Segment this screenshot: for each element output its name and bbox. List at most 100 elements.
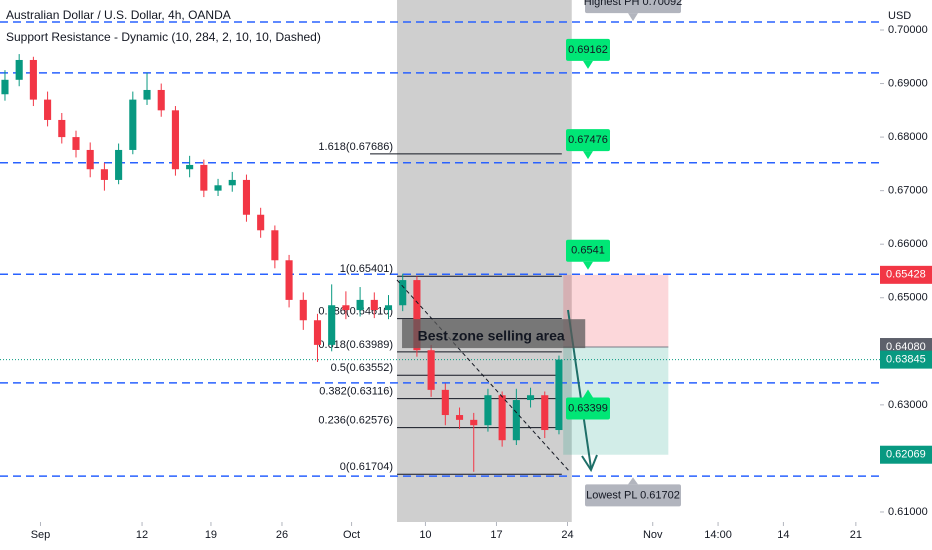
candle-body <box>413 280 421 351</box>
x-tick-label: 14 <box>777 529 789 541</box>
x-tick-label: 21 <box>850 529 862 541</box>
candle-body <box>356 299 364 311</box>
indicator-label: Support Resistance - Dynamic (10, 284, 2… <box>6 30 321 44</box>
candle-body <box>186 164 194 170</box>
candle-body <box>299 299 307 321</box>
pivot-label: Highest PH 0.70092 <box>584 0 682 8</box>
candle-body <box>285 260 293 300</box>
callout-pointer <box>583 389 593 398</box>
candle-body <box>441 389 449 416</box>
x-tick-label: 17 <box>490 529 502 541</box>
overlay: Best zone selling area 0.69162 0.67476 0.65… <box>402 0 682 507</box>
candle-body <box>58 119 66 138</box>
level-callout <box>566 239 610 262</box>
candle-body <box>541 395 549 431</box>
fib-label: 0(0.61704) <box>340 461 393 473</box>
level-callout-label: 0.69162 <box>568 44 608 56</box>
price-badge-label: 0.63845 <box>886 354 926 366</box>
price-badge-label: 0.65428 <box>886 269 926 281</box>
y-tick-label: 0.65000 <box>888 292 928 304</box>
fib-label: 0.618(0.63989) <box>318 339 393 351</box>
axes: 0.70000 0.69000 0.68000 0.67000 0.66000 0.650… <box>31 24 932 541</box>
candle-body <box>470 419 478 426</box>
level-callout <box>566 129 610 152</box>
callout-pointer <box>583 60 593 69</box>
trend-line <box>396 279 571 473</box>
price-badge-label: 0.62069 <box>886 449 926 461</box>
candle-body <box>512 400 520 441</box>
selling-zone <box>402 319 586 349</box>
level-callout-label: 0.67476 <box>568 134 608 146</box>
candle-body <box>44 99 52 120</box>
candle-body <box>171 110 179 170</box>
fib-label: 0.5(0.63552) <box>331 362 393 374</box>
y-tick-label: 0.61000 <box>888 506 928 518</box>
y-tick-label: 0.67000 <box>888 185 928 197</box>
candle-body <box>86 149 94 170</box>
x-tick-label: Nov <box>643 529 663 541</box>
pivot-label: Lowest PL 0.61702 <box>586 489 680 501</box>
x-tick-label: 12 <box>136 529 148 541</box>
fib-label: 0.236(0.62576) <box>318 414 393 426</box>
x-tick-label: Oct <box>343 529 360 541</box>
candle-body <box>271 230 279 261</box>
level-callout <box>566 397 610 420</box>
candle-body <box>72 137 80 150</box>
candle-body <box>15 59 23 80</box>
fib-label: 1(0.65401) <box>340 263 393 275</box>
candle-body <box>313 320 322 345</box>
candle-body <box>257 214 265 231</box>
y-tick-label: 0.63000 <box>888 399 928 411</box>
level-callout-label: 0.6541 <box>571 245 605 257</box>
candle-body <box>29 59 37 100</box>
x-tick-label: 26 <box>276 529 288 541</box>
pivot-pointer <box>628 477 638 485</box>
price-badge <box>880 445 932 464</box>
pivot-box <box>585 0 681 14</box>
candle-body <box>328 305 336 345</box>
candle-body <box>399 280 407 306</box>
x-tick-label: 24 <box>561 529 573 541</box>
pivot-box <box>585 484 681 507</box>
candle-body <box>484 395 492 426</box>
candle-body <box>100 169 108 180</box>
pivot-pointer <box>628 13 638 22</box>
x-tick-label: 10 <box>419 529 431 541</box>
price-badge-label: 0.64080 <box>886 341 926 353</box>
candle-body <box>384 305 393 311</box>
chart-title: Australian Dollar / U.S. Dollar, 4h, OAN… <box>6 8 231 22</box>
candle-body <box>129 99 137 150</box>
x-tick-label: 14:00 <box>704 529 732 541</box>
fib-label: 1.618(0.67686) <box>318 141 393 153</box>
candle-body <box>455 415 464 420</box>
price-badge <box>880 350 932 369</box>
y-tick-label: 0.70000 <box>888 24 928 36</box>
arrow-head <box>581 454 598 473</box>
callout-pointer <box>583 151 593 160</box>
session-box <box>397 0 572 522</box>
candle-body <box>342 305 350 311</box>
y-tick-label: 0.69000 <box>888 77 928 89</box>
candle-body <box>527 395 535 401</box>
currency-label: USD <box>888 10 911 22</box>
y-tick-label: 0.66000 <box>888 238 928 250</box>
level-callout-label: 0.63399 <box>568 402 608 414</box>
candle-body <box>214 185 222 191</box>
x-tick-label: Sep <box>31 529 51 541</box>
callout-pointer <box>583 261 593 270</box>
candle-body <box>115 149 123 180</box>
candle-body <box>427 350 435 390</box>
candle-body <box>555 359 563 431</box>
candle-body <box>242 179 251 215</box>
plot: 1.618(0.67686)1(0.65401)0.786(0.64610)0.… <box>1 54 563 475</box>
candle-body <box>143 89 151 100</box>
price-badge <box>880 265 932 284</box>
candle-body <box>498 395 506 441</box>
selling-zone-label: Best zone selling area <box>418 327 565 343</box>
fib-label: 0.382(0.63116) <box>319 386 393 398</box>
candle-body <box>370 299 378 311</box>
background <box>0 0 880 522</box>
level-callout <box>566 38 610 61</box>
x-tick-label: 19 <box>205 529 217 541</box>
